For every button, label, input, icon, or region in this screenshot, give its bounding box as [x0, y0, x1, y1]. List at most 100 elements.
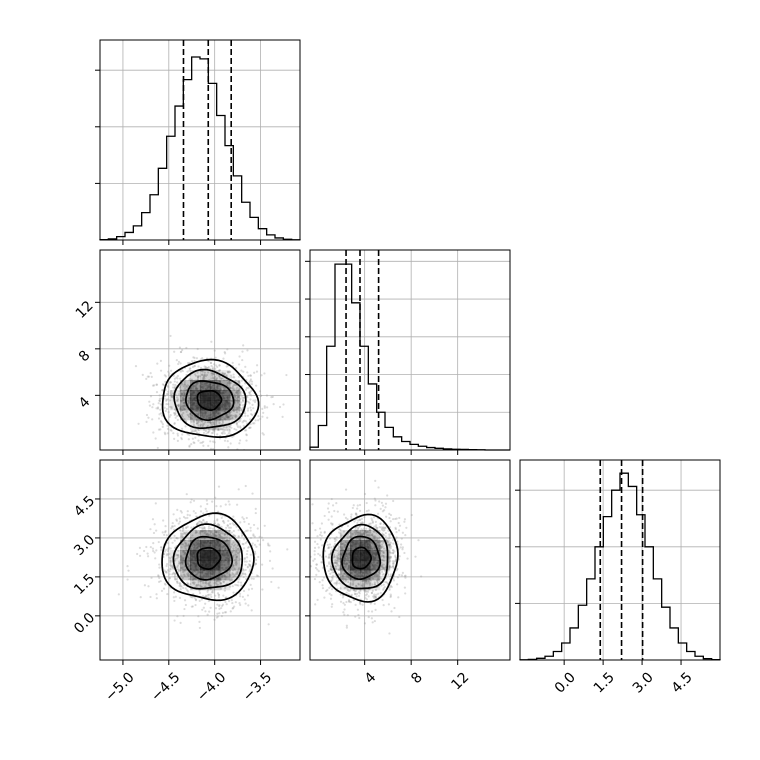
scatter-point: [238, 602, 241, 605]
scatter-point: [377, 578, 380, 581]
scatter-point: [220, 377, 224, 380]
scatter-point: [336, 560, 339, 563]
scatter-point: [168, 405, 171, 408]
scatter-point: [216, 365, 219, 369]
scatter-point: [175, 557, 178, 560]
scatter-point: [339, 545, 342, 548]
scatter-point: [235, 562, 238, 565]
scatter-point: [211, 591, 214, 594]
scatter-point: [246, 409, 250, 412]
scatter-point: [235, 428, 238, 431]
scatter-point: [285, 373, 288, 377]
scatter-point: [181, 433, 184, 436]
scatter-point: [184, 386, 187, 390]
scatter-point: [354, 589, 358, 592]
density-cell: [230, 550, 241, 561]
scatter-point: [339, 553, 342, 556]
scatter-point: [232, 554, 235, 557]
scatter-point: [183, 607, 186, 611]
scatter-point: [134, 365, 138, 368]
scatter-point: [384, 532, 387, 535]
scatter-point: [251, 542, 254, 545]
scatter-point: [313, 577, 317, 581]
scatter-point: [365, 510, 368, 513]
density-cell: [340, 550, 351, 561]
scatter-point: [192, 420, 196, 423]
scatter-point: [181, 413, 184, 416]
scatter-point: [254, 552, 257, 555]
scatter-point: [203, 365, 206, 368]
scatter-point: [179, 389, 182, 392]
scatter-point: [225, 416, 228, 419]
scatter-point: [221, 536, 224, 539]
scatter-point: [202, 422, 206, 425]
scatter-point: [340, 570, 343, 573]
scatter-point: [215, 530, 218, 534]
density-cell: [180, 540, 191, 551]
scatter-point: [373, 583, 377, 586]
scatter-point: [236, 572, 239, 575]
scatter-point: [382, 556, 386, 559]
scatter-point: [220, 575, 224, 578]
scatter-point: [215, 420, 218, 423]
scatter-point: [246, 549, 249, 553]
scatter-point: [350, 534, 353, 537]
scatter-point: [188, 399, 191, 402]
density-cell: [380, 560, 391, 571]
scatter-point: [234, 534, 237, 537]
scatter-point: [364, 590, 367, 593]
scatter-point: [204, 529, 207, 532]
scatter-point: [381, 510, 385, 513]
scatter-point: [179, 385, 182, 389]
scatter-point: [253, 543, 257, 547]
contour-level-4: [161, 358, 260, 438]
scatter-point: [177, 404, 180, 407]
scatter-point: [243, 382, 247, 385]
scatter-point: [210, 364, 213, 368]
scatter-point: [339, 557, 342, 561]
scatter-point: [235, 422, 238, 425]
scatter-point: [182, 407, 185, 410]
scatter-point: [221, 576, 224, 579]
scatter-point: [201, 608, 204, 611]
scatter-point: [201, 373, 204, 376]
scatter-point: [410, 513, 413, 517]
scatter-point: [380, 539, 383, 543]
scatter-point: [155, 391, 159, 394]
scatter-point: [351, 506, 354, 510]
scatter-point: [196, 412, 199, 416]
scatter-point: [337, 547, 340, 550]
scatter-point: [235, 525, 238, 528]
scatter-point: [365, 527, 368, 530]
scatter-point: [201, 370, 204, 373]
scatter-point: [180, 437, 183, 441]
scatter-point: [166, 552, 169, 556]
density-cell: [200, 390, 211, 401]
scatter-point: [179, 509, 182, 513]
density-cell: [190, 580, 201, 591]
scatter-point: [221, 546, 224, 549]
scatter-point: [342, 578, 345, 581]
scatter-point: [358, 616, 361, 620]
scatter-point: [166, 427, 170, 430]
scatter-point: [174, 412, 177, 416]
scatter-point: [202, 376, 205, 379]
scatter-point: [211, 431, 215, 434]
scatter-point: [246, 371, 249, 374]
scatter-point: [180, 409, 184, 412]
scatter-point: [178, 517, 181, 520]
scatter-point: [235, 421, 238, 424]
scatter-point: [232, 547, 235, 550]
scatter-point: [161, 423, 165, 426]
scatter-point: [179, 362, 182, 365]
scatter-point: [247, 604, 250, 607]
scatter-point: [189, 501, 192, 504]
scatter-point: [185, 545, 188, 548]
scatter-point: [177, 362, 180, 366]
scatter-point: [181, 536, 184, 539]
scatter-point: [343, 587, 346, 590]
scatter-point: [327, 502, 330, 505]
scatter-point: [181, 369, 184, 373]
scatter-point: [173, 437, 176, 440]
scatter-point: [328, 553, 331, 556]
